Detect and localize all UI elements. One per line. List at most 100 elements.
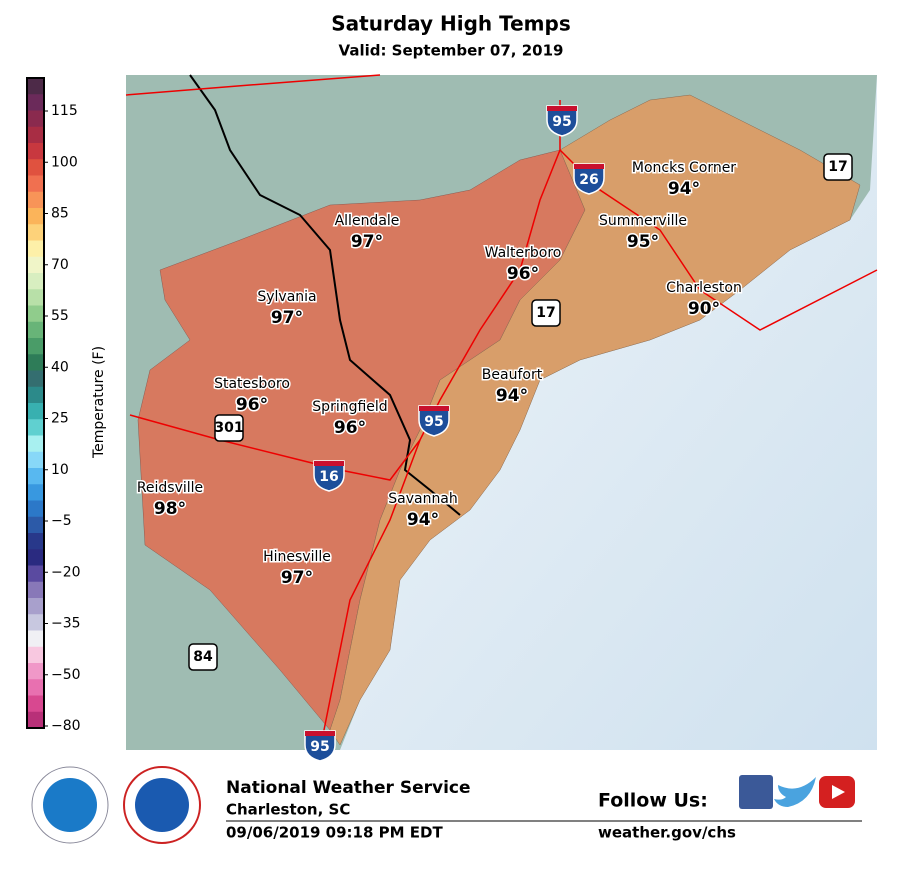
interstate-shield-top <box>547 106 577 111</box>
interstate-shield-top <box>305 731 335 736</box>
interstate-shield <box>418 405 450 437</box>
colorbar-swatch <box>27 533 44 550</box>
colorbar-swatch <box>27 110 44 128</box>
colorbar-swatch <box>27 549 44 566</box>
colorbar-swatch <box>27 289 44 306</box>
title: Saturday High Temps <box>331 12 570 36</box>
colorbar-swatch <box>27 354 44 371</box>
shield-label: 95 <box>310 739 329 755</box>
colorbar-swatch <box>27 208 44 225</box>
city-name: Allendale <box>335 213 400 229</box>
colorbar-swatch <box>27 240 44 258</box>
colorbar-swatch <box>27 565 44 583</box>
shield-label: 26 <box>579 172 598 188</box>
city-name: Springfield <box>312 399 387 415</box>
issued: 09/06/2019 09:18 PM EDT <box>226 824 443 842</box>
colorbar-tick-label: −35 <box>51 616 81 632</box>
twitter-icon[interactable] <box>774 777 816 807</box>
city-temp: 90° <box>688 299 720 319</box>
colorbar-tick-label: 115 <box>51 103 78 119</box>
city-name: Summerville <box>599 213 687 229</box>
colorbar-swatch <box>27 614 44 631</box>
colorbar-swatch <box>27 581 44 599</box>
colorbar-swatch <box>27 273 44 290</box>
city-name: Reidsville <box>137 480 203 496</box>
colorbar-tick-label: −80 <box>51 718 81 734</box>
colorbar-tick-label: −50 <box>51 667 81 683</box>
footer: National Weather Service Charleston, SC … <box>31 766 862 844</box>
map <box>125 74 878 751</box>
colorbar-tick-label: 25 <box>51 411 69 427</box>
city-temp: 97° <box>351 232 383 252</box>
shield-label: 95 <box>552 114 571 130</box>
city-temp: 96° <box>507 264 539 284</box>
interstate-shield-top <box>419 406 449 411</box>
url: weather.gov/chs <box>598 824 736 842</box>
colorbar-swatch <box>27 159 44 176</box>
shield-label: 17 <box>828 159 847 175</box>
shield-label: 95 <box>424 414 443 430</box>
colorbar-tick-label: 85 <box>51 206 69 222</box>
colorbar-swatch <box>27 468 44 485</box>
colorbar-swatch <box>27 94 44 111</box>
interstate-shield-top <box>314 461 344 466</box>
city-name: Charleston <box>666 280 742 296</box>
noaa-logo-inner <box>43 778 97 832</box>
interstate-shield <box>304 730 336 762</box>
colorbar-swatch <box>27 646 44 664</box>
colorbar-swatch <box>27 451 44 469</box>
city-name: Walterboro <box>485 245 562 261</box>
city-temp: 96° <box>334 418 366 438</box>
colorbar-swatch <box>27 484 44 501</box>
interstate-shield <box>313 460 345 492</box>
colorbar-tick-label: −5 <box>51 513 72 529</box>
shield-label: 301 <box>214 420 243 436</box>
city-temp: 94° <box>496 386 528 406</box>
colorbar-swatch <box>27 419 44 436</box>
colorbar-frame <box>26 77 45 729</box>
city-name: Moncks Corner <box>632 160 736 176</box>
facebook-icon[interactable] <box>739 775 773 809</box>
colorbar <box>26 77 45 729</box>
colorbar-tick-label: −20 <box>51 564 81 580</box>
colorbar-swatch <box>27 224 44 241</box>
colorbar-swatch <box>27 663 44 680</box>
org: National Weather Service <box>226 778 471 798</box>
us-shield <box>823 153 853 181</box>
subtitle: Valid: September 07, 2019 <box>339 42 564 60</box>
colorbar-swatch <box>27 386 44 404</box>
colorbar-swatch <box>27 711 44 729</box>
nws-logo-inner <box>135 778 189 832</box>
colorbar-swatch <box>27 175 44 193</box>
colorbar-swatch <box>27 338 44 355</box>
interstate-shield-top <box>574 164 604 169</box>
us-shield <box>188 643 218 671</box>
colorbar-swatch <box>27 500 44 518</box>
city-temp: 94° <box>407 510 439 530</box>
city-name: Sylvania <box>257 289 316 305</box>
city-temp: 98° <box>154 499 186 519</box>
colorbar-tick-label: 55 <box>51 308 69 324</box>
interstate-shield <box>573 163 605 195</box>
colorbar-swatch <box>27 256 44 274</box>
colorbar-swatch <box>27 403 44 420</box>
city-temp: 95° <box>627 232 659 252</box>
us-shield <box>531 299 561 327</box>
colorbar-swatch <box>27 191 44 209</box>
follow: Follow Us: <box>598 790 708 812</box>
colorbar-swatch <box>27 370 44 388</box>
colorbar-swatch <box>27 126 44 144</box>
colorbar-tick-label: 10 <box>51 462 69 478</box>
us-shield <box>214 414 244 442</box>
colorbar-label: Temperature (F) <box>91 346 107 459</box>
colorbar-swatch <box>27 695 44 713</box>
colorbar-swatch <box>27 435 44 453</box>
colorbar-swatch <box>27 321 44 339</box>
colorbar-tick-label: 70 <box>51 257 69 273</box>
colorbar-swatch <box>27 679 44 696</box>
colorbar-swatch <box>27 598 44 615</box>
city-name: Hinesville <box>263 549 331 565</box>
colorbar-swatch <box>27 78 44 95</box>
interstate-shield <box>546 105 578 137</box>
